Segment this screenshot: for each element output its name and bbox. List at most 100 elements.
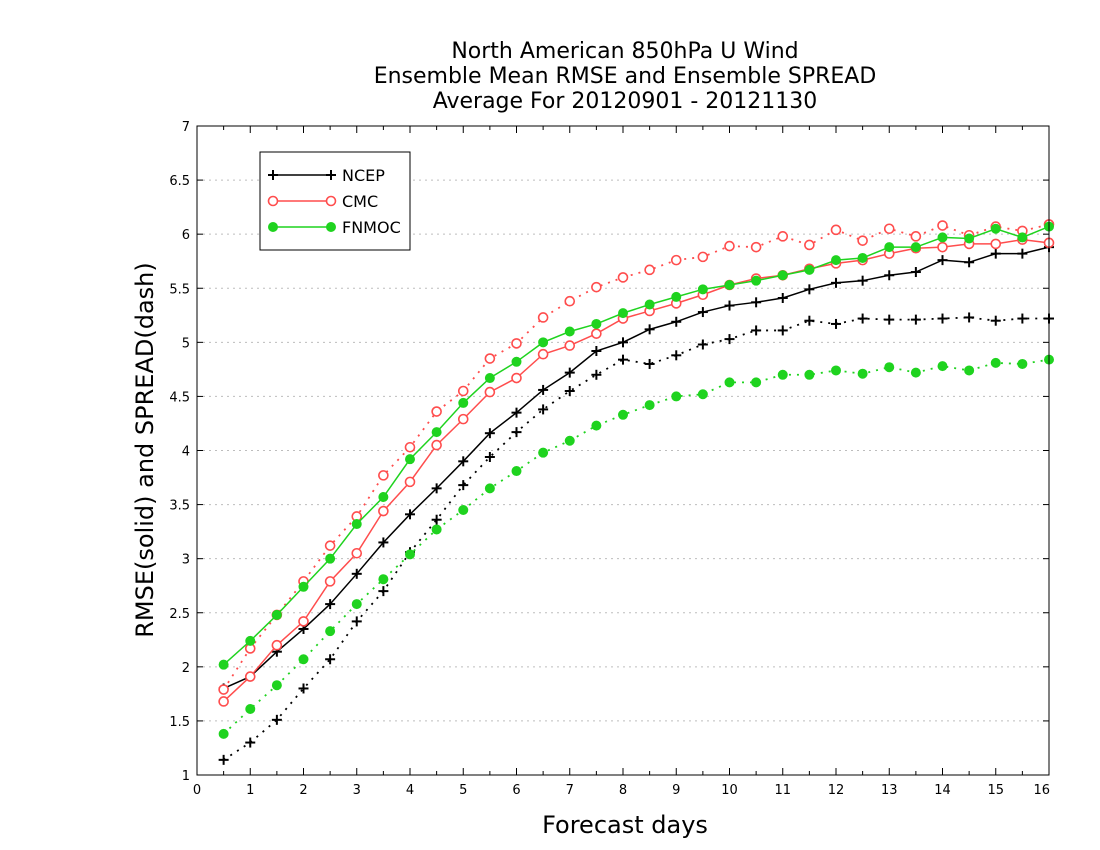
ncep-rmse-point bbox=[378, 537, 389, 548]
cmc-spread-point bbox=[431, 406, 442, 417]
ncep-rmse-point bbox=[351, 568, 362, 579]
cmc-spread-point bbox=[910, 231, 922, 242]
legend-label-cmc: CMC bbox=[342, 192, 378, 211]
fnmoc-rmse-point bbox=[538, 337, 549, 348]
ncep-rmse-point bbox=[1017, 248, 1028, 259]
cmc-spread-line bbox=[222, 223, 1050, 691]
plot-frame bbox=[196, 125, 1050, 776]
cmc-rmse-point bbox=[431, 439, 442, 451]
x-tick-label: 16 bbox=[1033, 783, 1050, 798]
fnmoc-rmse-point bbox=[724, 280, 735, 291]
x-tick-label: 2 bbox=[299, 783, 307, 798]
ncep-rmse-point bbox=[777, 292, 788, 303]
y-tick-label: 6 bbox=[182, 228, 190, 243]
ncep-rmse-point bbox=[910, 267, 921, 278]
x-tick-label: 14 bbox=[934, 783, 951, 798]
fnmoc-spread-point bbox=[378, 574, 389, 585]
fnmoc-rmse-point bbox=[910, 242, 921, 253]
x-tick-label: 1 bbox=[246, 783, 254, 798]
fnmoc-rmse-point bbox=[378, 492, 389, 503]
fnmoc-rmse-point bbox=[245, 635, 256, 646]
fnmoc-spread-point bbox=[697, 389, 708, 400]
ncep-rmse-point bbox=[724, 300, 735, 311]
ncep-spread-point bbox=[671, 350, 682, 361]
cmc-spread-point bbox=[830, 224, 842, 236]
ncep-rmse-point bbox=[671, 316, 682, 327]
ncep-spread-point bbox=[538, 404, 549, 415]
cmc-spread-point bbox=[324, 540, 336, 551]
ncep-spread-point bbox=[751, 325, 762, 336]
fnmoc-spread-point bbox=[405, 549, 415, 560]
cmc-spread-point bbox=[670, 254, 682, 266]
cmc-spread-point bbox=[378, 470, 389, 481]
fnmoc-spread-point bbox=[325, 626, 336, 637]
ncep-spread-point bbox=[644, 358, 655, 369]
cmc-rmse-point bbox=[218, 696, 229, 707]
y-tick-label: 4 bbox=[182, 445, 190, 460]
fnmoc-rmse-point bbox=[777, 270, 788, 281]
ncep-spread-point bbox=[697, 339, 708, 350]
ncep-spread-point bbox=[245, 737, 256, 748]
y-tick-label: 3.5 bbox=[169, 499, 190, 514]
ncep-spread-point bbox=[431, 514, 442, 525]
ncep-rmse-point bbox=[618, 337, 628, 348]
x-tick-label: 5 bbox=[459, 783, 467, 798]
cmc-spread-point bbox=[537, 312, 549, 323]
cmc-spread-point bbox=[404, 441, 416, 453]
ncep-spread-point bbox=[910, 314, 921, 325]
x-tick-label: 0 bbox=[193, 783, 201, 798]
fnmoc-spread-point bbox=[831, 365, 841, 376]
ncep-spread-point bbox=[591, 369, 602, 380]
ncep-rmse-point bbox=[564, 367, 575, 378]
x-tick-label: 7 bbox=[566, 783, 574, 798]
x-tick-label: 9 bbox=[672, 783, 680, 798]
cmc-rmse-point bbox=[484, 386, 496, 398]
fnmoc-spread-point bbox=[298, 654, 309, 665]
ncep-rmse-point bbox=[325, 599, 336, 610]
y-tick-label: 5.5 bbox=[169, 282, 190, 297]
ncep-spread-point bbox=[1017, 313, 1028, 324]
fnmoc-spread-point bbox=[511, 466, 522, 477]
fnmoc-rmse-point bbox=[884, 242, 895, 253]
fnmoc-rmse-point bbox=[591, 318, 602, 329]
legend-marker-ncep bbox=[326, 170, 336, 180]
fnmoc-rmse-point bbox=[751, 275, 762, 286]
ncep-rmse-point bbox=[990, 248, 1001, 259]
ncep-spread-point bbox=[857, 313, 868, 324]
x-tick-label: 8 bbox=[619, 783, 627, 798]
x-tick-label: 12 bbox=[828, 783, 845, 798]
cmc-rmse-point bbox=[324, 576, 336, 587]
fnmoc-rmse-point bbox=[964, 233, 975, 244]
x-tick-label: 6 bbox=[512, 783, 520, 798]
fnmoc-rmse-point bbox=[671, 291, 682, 302]
cmc-rmse-point bbox=[404, 476, 416, 488]
ncep-rmse-point bbox=[697, 307, 708, 318]
fnmoc-rmse-point bbox=[405, 454, 415, 465]
cmc-rmse-point bbox=[990, 238, 1002, 250]
ncep-spread-point bbox=[378, 586, 389, 597]
fnmoc-spread-point bbox=[884, 362, 895, 373]
x-axis-label: Forecast days bbox=[542, 811, 708, 839]
cmc-rmse-point bbox=[591, 328, 602, 339]
cmc-spread-point bbox=[218, 684, 229, 695]
ncep-spread-point bbox=[298, 683, 309, 694]
legend-marker-cmc bbox=[325, 195, 337, 207]
x-tick-label: 15 bbox=[987, 783, 1004, 798]
legend: NCEP CMC FNMOC bbox=[259, 151, 411, 251]
fnmoc-spread-point bbox=[777, 369, 788, 380]
y-tick-label: 5 bbox=[182, 336, 190, 351]
gridlines bbox=[197, 125, 1049, 722]
chart-title-line-2: Ensemble Mean RMSE and Ensemble SPREAD bbox=[374, 64, 877, 89]
fnmoc-spread-point bbox=[218, 728, 229, 739]
ncep-spread-point bbox=[564, 386, 575, 397]
ncep-rmse-point bbox=[644, 324, 655, 335]
fnmoc-rmse-point bbox=[804, 264, 815, 275]
fnmoc-spread-point bbox=[271, 680, 282, 691]
cmc-rmse-point bbox=[564, 340, 576, 351]
x-tick-label: 11 bbox=[774, 783, 791, 798]
fnmoc-rmse-point bbox=[644, 299, 655, 310]
legend-marker-fnmoc bbox=[326, 222, 336, 232]
cmc-spread-point bbox=[804, 239, 815, 251]
legend-label-fnmoc: FNMOC bbox=[342, 218, 401, 237]
cmc-rmse-point bbox=[271, 639, 283, 651]
